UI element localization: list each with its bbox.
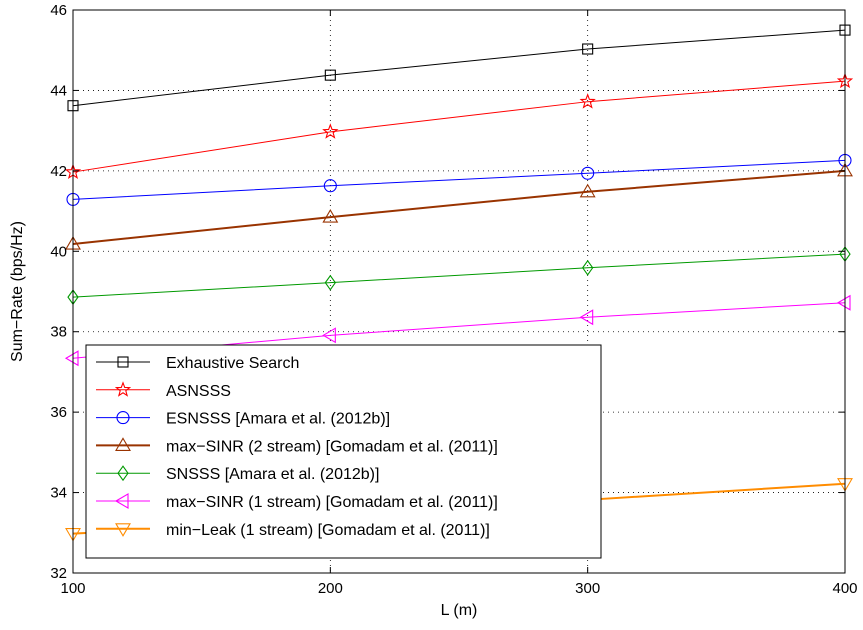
- series-line: [73, 254, 845, 297]
- series-0: [68, 25, 850, 111]
- legend-label: Exhaustive Search: [166, 355, 299, 372]
- x-tick-label: 300: [575, 580, 600, 597]
- series-1: [66, 74, 851, 178]
- x-axis-label: L (m): [441, 602, 478, 619]
- series-4: [68, 247, 850, 304]
- x-tick-label: 400: [832, 580, 857, 597]
- series-3: [66, 164, 852, 249]
- y-tick-label: 38: [50, 324, 67, 341]
- series-line: [73, 81, 845, 172]
- y-tick-label: 40: [50, 243, 67, 260]
- x-tick-label: 100: [60, 580, 85, 597]
- y-tick-label: 42: [50, 163, 67, 180]
- legend-label: min−Leak (1 stream) [Gomadam et al. (201…: [166, 522, 490, 539]
- legend: Exhaustive Search ASNSSS ESNSSS [Amara et …: [86, 345, 601, 558]
- series-line: [73, 171, 845, 244]
- x-tick-label: 200: [318, 580, 343, 597]
- y-tick-label: 44: [50, 82, 67, 99]
- y-tick-label: 34: [50, 485, 67, 502]
- legend-label: max−SINR (2 stream) [Gomadam et al. (201…: [166, 438, 498, 455]
- y-axis-label: Sum−Rate (bps/Hz): [9, 221, 26, 362]
- legend-label: max−SINR (1 stream) [Gomadam et al. (201…: [166, 494, 498, 511]
- legend-label: ESNSSS [Amara et al. (2012b)]: [166, 411, 390, 428]
- y-tick-label: 36: [50, 404, 67, 421]
- legend-label: ASNSSS: [166, 383, 231, 400]
- y-tick-label: 46: [50, 2, 67, 19]
- series-line: [73, 30, 845, 106]
- y-tick-label: 32: [50, 565, 67, 582]
- legend-label: SNSSS [Amara et al. (2012b)]: [166, 466, 379, 483]
